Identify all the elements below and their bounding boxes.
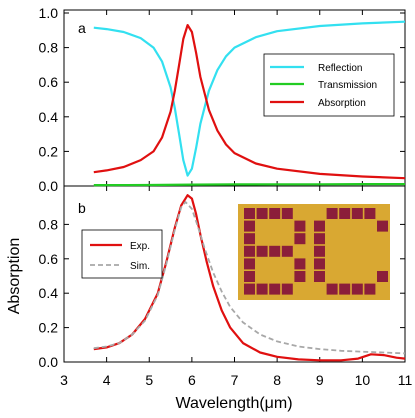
x-tick-label: 4 <box>103 372 111 388</box>
panel-label-b: b <box>78 200 86 216</box>
y-axis-title: Absorption <box>6 238 23 315</box>
inset-square <box>294 258 306 270</box>
inset-square <box>244 271 255 282</box>
legend-b: Exp. Sim. <box>81 229 163 279</box>
inset-square <box>256 245 268 257</box>
inset-square <box>351 283 363 295</box>
y-tick-label: 0.6 <box>39 74 59 90</box>
series-line-absorption <box>93 24 406 180</box>
inset-square <box>377 271 388 282</box>
inset-square <box>256 283 268 295</box>
inset-square <box>269 208 281 219</box>
inset-square <box>269 283 281 295</box>
y-tick-label: 0.4 <box>39 109 59 125</box>
x-axis-title: Wavelength(μm) <box>175 395 292 412</box>
y-tick-label: 0.8 <box>39 216 59 232</box>
inset-square <box>244 208 255 219</box>
inset-square <box>294 233 306 245</box>
inset-square <box>314 258 325 270</box>
x-tick-label: 8 <box>273 372 281 388</box>
inset-square <box>281 245 293 257</box>
inset-square <box>364 283 376 295</box>
x-tick-label: 11 <box>398 372 413 388</box>
x-tick-label: 3 <box>60 372 68 388</box>
x-tick-label: 10 <box>355 372 371 388</box>
inset-square <box>314 271 325 282</box>
inset-square <box>244 245 255 257</box>
series-line-reflection <box>93 20 406 177</box>
x-tick-label: 6 <box>188 372 196 388</box>
inset-square <box>314 245 325 257</box>
legend-reflection-label: Reflection <box>318 63 362 74</box>
inset-square <box>314 233 325 245</box>
inset-square <box>314 220 325 232</box>
legend-b-box <box>81 229 163 279</box>
y-tick-label: 0.6 <box>39 251 59 267</box>
inset-square <box>294 220 306 232</box>
inset-square <box>326 283 338 295</box>
legend-sim-label: Sim. <box>130 261 150 272</box>
inset-square <box>244 258 255 270</box>
legend-a: Reflection Transmission Absorption <box>263 53 395 117</box>
inset-square <box>339 208 351 219</box>
inset-square <box>244 220 255 232</box>
y-tick-label: 0.0 <box>39 354 59 370</box>
inset-square <box>244 283 255 295</box>
inset-square <box>256 208 268 219</box>
x-tick-label: 9 <box>316 372 324 388</box>
legend-transmission-label: Transmission <box>318 80 377 91</box>
series-line-sim <box>93 201 406 355</box>
y-tick-label: 0.2 <box>39 320 59 336</box>
panel-label-a: a <box>78 20 86 36</box>
x-tick-label: 5 <box>145 372 153 388</box>
inset-square <box>294 271 306 282</box>
legend-exp-label: Exp. <box>130 241 150 252</box>
y-tick-label: 0.8 <box>39 40 59 56</box>
inset-square <box>364 208 376 219</box>
y-tick-label: 0.2 <box>39 143 59 159</box>
x-tick-label: 7 <box>231 372 239 388</box>
inset-square <box>281 283 293 295</box>
y-tick-label: 1.0 <box>39 5 59 21</box>
y-tick-label: 0.4 <box>39 285 59 301</box>
series-line-transmission <box>93 183 405 187</box>
inset-square <box>351 208 363 219</box>
legend-absorption-label: Absorption <box>318 98 366 109</box>
inset-square <box>377 220 388 232</box>
inset-photo <box>238 204 390 300</box>
y-tick-label: 0.0 <box>39 178 59 194</box>
inset-square <box>244 233 255 245</box>
inset-square <box>326 208 338 219</box>
inset-square <box>339 283 351 295</box>
inset-square <box>269 245 281 257</box>
inset-square <box>281 208 293 219</box>
